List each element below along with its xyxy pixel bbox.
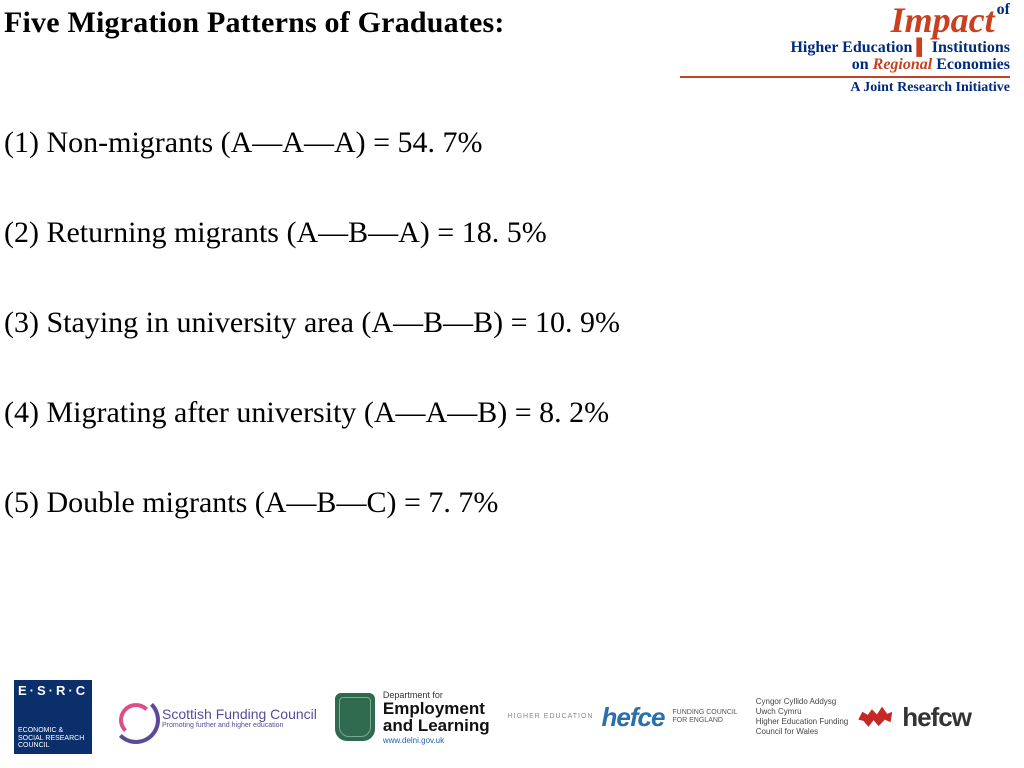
impact-logo: Impactof Higher Education ▌ Institutions… (680, 2, 1010, 96)
del-name-2: and Learning (383, 717, 490, 734)
slide: Five Migration Patterns of Graduates: Im… (0, 0, 1024, 768)
list-item: (1) Non-migrants (A—A—A) = 54. 7% (4, 126, 904, 160)
sfc-logo: Scottish Funding Council Promoting furth… (110, 694, 317, 740)
del-dept: Department for (383, 690, 490, 700)
crest-icon (335, 693, 375, 741)
hefcw-w4: Council for Wales (756, 727, 849, 737)
logo-l3-left: on (852, 56, 873, 73)
footer-logos: E·S·R·C ECONOMIC & SOCIAL RESEARCH COUNC… (0, 678, 1024, 756)
dragon-icon (858, 704, 892, 730)
hefcw-w1: Cyngor Cyllido Addysg (756, 697, 849, 707)
list-item: (2) Returning migrants (A—B—A) = 18. 5% (4, 216, 904, 250)
hefce-s1: FUNDING COUNCIL (672, 709, 737, 717)
del-url: www.delni.gov.uk (383, 736, 490, 745)
content-list: (1) Non-migrants (A—A—A) = 54. 7% (2) Re… (4, 126, 904, 576)
logo-word-of: of (997, 1, 1010, 18)
list-item: (5) Double migrants (A—B—C) = 7. 7% (4, 486, 904, 520)
hefcw-w3: Higher Education Funding (756, 717, 849, 727)
hefcw-logo: Cyngor Cyllido Addysg Uwch Cymru Higher … (756, 697, 971, 737)
list-item: (3) Staying in university area (A—B—B) =… (4, 306, 904, 340)
esrc-logo: E·S·R·C ECONOMIC & SOCIAL RESEARCH COUNC… (14, 680, 92, 754)
del-name-1: Employment (383, 700, 490, 717)
logo-subtitle: A Joint Research Initiative (680, 81, 1010, 96)
hefcw-mark: hefcw (902, 702, 971, 733)
logo-l2-left: Higher Education (790, 39, 912, 56)
logo-l3-mid: Regional (873, 56, 933, 73)
logo-word-impact: Impact (891, 0, 995, 40)
esrc-fullname: ECONOMIC & SOCIAL RESEARCH COUNCIL (18, 727, 88, 750)
hefce-s2: FOR ENGLAND (672, 717, 737, 725)
hefce-mark: hefce (601, 702, 664, 733)
logo-l3-right: Economies (932, 56, 1010, 73)
page-title: Five Migration Patterns of Graduates: (4, 6, 505, 40)
logo-l2-right: Institutions (932, 39, 1010, 56)
list-item: (4) Migrating after university (A—A—B) =… (4, 396, 904, 430)
sfc-tagline: Promoting further and higher education (162, 722, 317, 729)
esrc-acronym: E·S·R·C (18, 684, 88, 698)
hefce-top: HIGHER EDUCATION (508, 713, 594, 721)
hefcw-w2: Uwch Cymru (756, 707, 849, 717)
del-logo: Department for Employment and Learning w… (335, 690, 490, 745)
hefce-logo: HIGHER EDUCATION hefce FUNDING COUNCIL F… (508, 702, 738, 733)
sfc-swirl-icon (110, 694, 156, 740)
sfc-name: Scottish Funding Council (162, 706, 317, 722)
